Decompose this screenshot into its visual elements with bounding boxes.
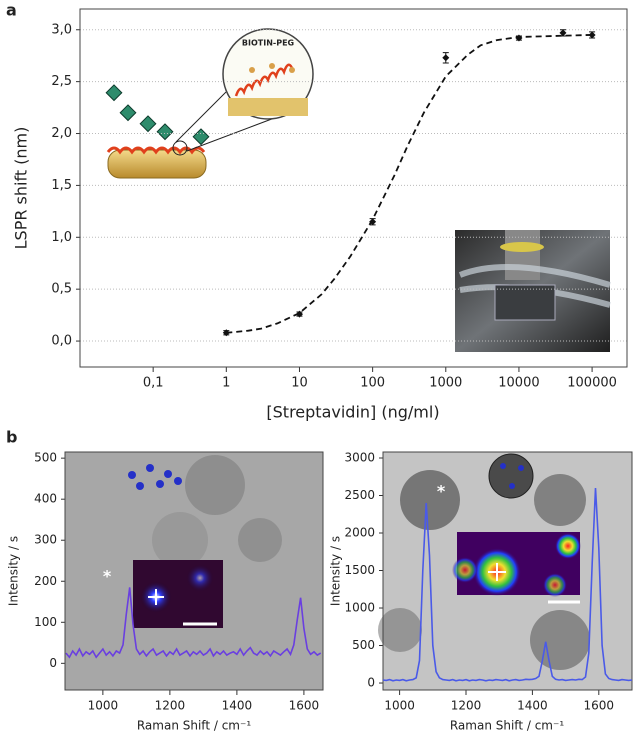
y-tick-label: 0 [367, 676, 375, 690]
data-point [442, 54, 450, 62]
annotation: * [103, 567, 112, 586]
spectrum-line [65, 587, 322, 659]
x-tick-label: 1400 [222, 699, 253, 713]
y-tick-label: 300 [34, 533, 57, 547]
x-tick-label: 100 [360, 376, 385, 391]
y-tick-label: 100 [34, 615, 57, 629]
x-tick-label: 1600 [289, 699, 320, 713]
x-tick-label: 0,1 [143, 376, 164, 391]
annotation: BIOTIN-PEG [242, 39, 294, 48]
x-tick-label: 1200 [451, 699, 482, 713]
x-axis-label: Raman Shift / cm⁻¹ [137, 719, 251, 733]
y-tick-label: 2500 [344, 488, 375, 502]
data-point [559, 29, 567, 37]
plot-frame [79, 8, 628, 368]
y-tick-label: 3,0 [51, 22, 72, 37]
y-tick-label: 500 [352, 638, 375, 652]
y-tick-label: 0,5 [51, 282, 72, 297]
spectrum-line [382, 487, 633, 682]
data-point [515, 34, 523, 42]
y-tick-label: 1500 [344, 563, 375, 577]
x-axis-label: [Streptavidin] (ng/ml) [266, 403, 439, 422]
x-tick-label: 1000 [88, 699, 119, 713]
fit-curve [226, 34, 593, 334]
y-tick-label: 1,0 [51, 230, 72, 245]
x-tick-label: 1 [222, 376, 230, 391]
panel-label: b [6, 428, 17, 447]
plot-frame [64, 451, 324, 691]
y-tick-label: 3000 [344, 451, 375, 465]
data-point [222, 329, 230, 337]
x-tick-label: 1000 [384, 699, 415, 713]
setup-photo [455, 230, 611, 352]
micrograph-background [65, 452, 323, 690]
y-tick-label: 2,5 [51, 74, 72, 89]
micrograph-background [378, 452, 632, 690]
y-tick-label: 2000 [344, 526, 375, 540]
x-tick-label: 1200 [155, 699, 186, 713]
plot-frame [382, 451, 633, 691]
y-tick-label: 500 [34, 451, 57, 465]
annotation: * [437, 482, 446, 501]
x-tick-label: 1400 [517, 699, 548, 713]
x-axis-label: Raman Shift / cm⁻¹ [450, 719, 564, 733]
y-axis-label: Intensity / s [7, 536, 21, 606]
y-tick-label: 2,0 [51, 126, 72, 141]
x-tick-label: 10000 [498, 376, 539, 391]
x-tick-label: 10 [291, 376, 308, 391]
y-tick-label: 0 [49, 656, 57, 670]
y-axis-label: LSPR shift (nm) [12, 127, 31, 250]
y-tick-label: 1,5 [51, 178, 72, 193]
y-tick-label: 400 [34, 492, 57, 506]
x-tick-label: 1600 [584, 699, 615, 713]
panel-label: a [6, 1, 17, 20]
data-point [588, 31, 596, 39]
nanorod-illustration [105, 28, 314, 179]
y-tick-label: 200 [34, 574, 57, 588]
data-point [295, 310, 303, 318]
x-tick-label: 100000 [567, 376, 617, 391]
y-tick-label: 0,0 [51, 334, 72, 349]
data-point [369, 218, 377, 226]
x-tick-label: 1000 [429, 376, 462, 391]
y-axis-label: Intensity / s [329, 536, 343, 606]
y-tick-label: 1000 [344, 601, 375, 615]
